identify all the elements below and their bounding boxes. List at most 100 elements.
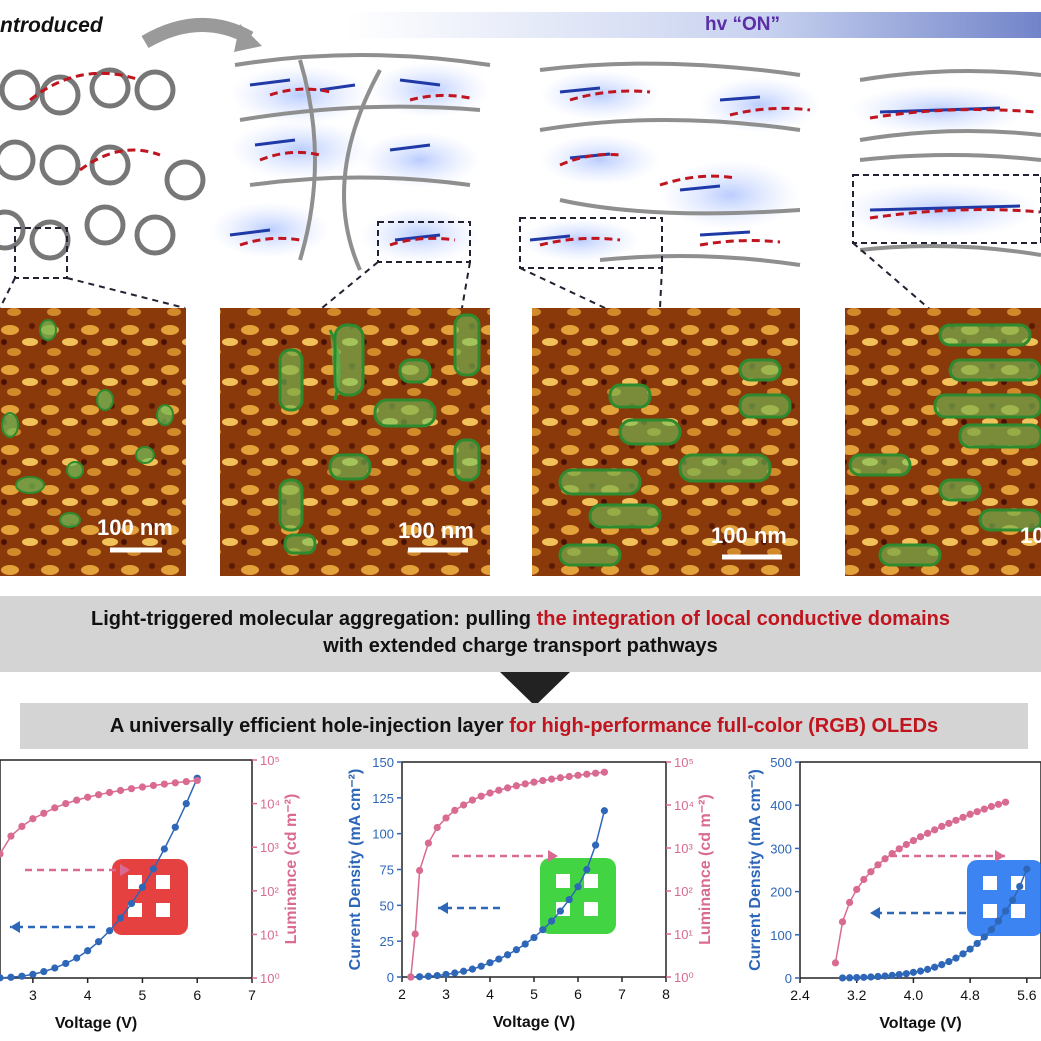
x-tick-label: 5.6 (1017, 987, 1037, 1003)
arrow-head-icon (995, 850, 1005, 862)
luminance-point (548, 775, 556, 783)
current_density-point (0, 974, 4, 982)
luminance-point (574, 771, 582, 779)
x-tick-label: 2 (398, 986, 406, 1002)
current_density-point (160, 845, 168, 853)
afm-panel-4 (845, 308, 1041, 576)
afm-scale-label-1: 100 nm (97, 515, 173, 540)
current_density-point (846, 974, 854, 982)
afm-scale-label-2: 100 nm (398, 518, 474, 543)
current_density-point (530, 933, 538, 942)
y2-tick-label: 10⁴ (260, 797, 280, 812)
oled-chart-1: 3 4 5 6 7 Voltage (V) 10⁰ 10¹ 10² 10³ 10⁴ 10⁵ Lumina… (0, 753, 300, 1032)
y2-tick-label: 10⁴ (674, 798, 694, 813)
luminance-point (980, 805, 988, 813)
banner2-red-text: for high-performance full-color (RGB) OL… (509, 715, 939, 737)
luminance-point (881, 855, 889, 863)
luminance-point (0, 850, 4, 858)
luminance-point (460, 801, 468, 809)
y2-tick-label: 10⁵ (674, 755, 694, 770)
luminance-point (411, 930, 419, 938)
current_density-point (433, 971, 441, 980)
luminance-point (831, 959, 840, 967)
luminance-point (116, 786, 125, 795)
current_density-point (574, 883, 582, 891)
y2-tick-label: 10⁰ (674, 970, 694, 985)
luminance-point (938, 822, 946, 830)
y-tick-label: 25 (380, 934, 394, 949)
current_density-point (495, 955, 503, 963)
arrow-head-icon (120, 864, 130, 876)
device-photo (112, 859, 188, 935)
y-tick-label: 0 (785, 971, 792, 986)
current_density-point (916, 967, 925, 975)
current_density-point (600, 807, 609, 815)
arrow-head-icon (10, 921, 20, 933)
current_density-point (193, 774, 201, 782)
y-tick-label: 50 (380, 898, 394, 913)
y2-axis-label: Luminance (cd m⁻²) (697, 794, 714, 945)
current_density-point (521, 940, 529, 948)
luminance-point (433, 823, 441, 832)
current_density-point (874, 972, 882, 981)
afm-panel-1 (0, 308, 186, 576)
down-arrow-icon (500, 672, 570, 706)
current_density-point (952, 954, 960, 962)
device-pixel (584, 902, 598, 916)
luminance-point (495, 786, 503, 794)
afm-images (0, 242, 1041, 576)
x-tick-label: 4 (486, 986, 494, 1002)
current_density-point (945, 957, 953, 966)
current_density-point (1009, 896, 1017, 904)
y2-tick-label: 10² (674, 884, 693, 899)
x-tick-label: 6 (574, 986, 582, 1002)
current_density-point (1023, 865, 1031, 873)
current_density-point (62, 959, 70, 968)
arrow-head-icon (870, 907, 880, 919)
current_density-point (959, 950, 967, 958)
current_density-point (84, 947, 92, 955)
banner1-red-text: the integration of local conductive doma… (536, 608, 950, 630)
y-tick-label: 150 (372, 755, 394, 770)
luminance-line (410, 771, 605, 978)
x-tick-label: 4.0 (904, 987, 924, 1003)
current_density-point (923, 965, 932, 973)
y-tick-label: 400 (770, 798, 792, 813)
current_density-line (842, 868, 1028, 979)
luminance-point (945, 819, 953, 827)
luminance-point (1001, 798, 1010, 806)
current_density-point (460, 967, 468, 975)
afm-panel-3 (532, 308, 800, 576)
current_density-point (407, 973, 415, 981)
y-axis-label: Current Density (mA cm⁻²) (347, 769, 364, 971)
x-tick-label: 6 (193, 987, 201, 1003)
device-photo (967, 860, 1041, 936)
luminance-point (73, 796, 81, 804)
luminance-point (416, 866, 424, 875)
plot-frame (401, 761, 667, 978)
y-tick-label: 125 (372, 791, 394, 806)
schematic-panel-1 (0, 67, 206, 279)
current_density-point (486, 959, 494, 967)
arrow-head-icon (438, 902, 448, 914)
luminance-point (556, 774, 565, 782)
luminance-point (51, 804, 59, 812)
luminance-point (923, 829, 932, 837)
luminance-point (916, 833, 925, 841)
luminance-point (888, 849, 896, 858)
current_density-point (40, 968, 48, 976)
luminance-point (149, 781, 157, 790)
luminance-point (486, 789, 494, 797)
current_density-point (902, 970, 910, 978)
current_density-point (980, 933, 988, 941)
luminance-point (512, 782, 521, 790)
device-pixel (128, 903, 142, 917)
light-on-label: hv “ON” (705, 14, 780, 35)
luminance-point (583, 770, 591, 778)
luminance-point (530, 778, 538, 786)
current_density-point (116, 914, 125, 922)
current_density-point (938, 961, 946, 969)
device-pixel (584, 874, 598, 888)
aggregation-banner: Light-triggered molecular aggregation: p… (0, 596, 1041, 672)
luminance-point (84, 793, 92, 801)
